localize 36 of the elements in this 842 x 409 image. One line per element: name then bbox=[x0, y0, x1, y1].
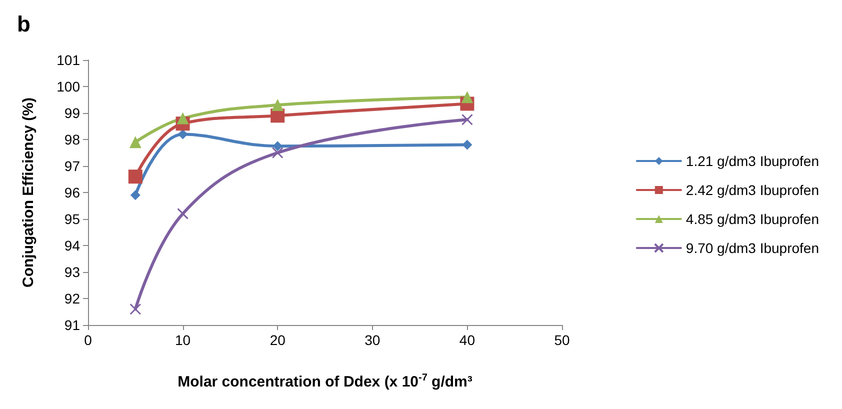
y-tick-label: 96 bbox=[64, 184, 80, 200]
point bbox=[272, 147, 284, 158]
y-tick-label: 97 bbox=[64, 158, 80, 174]
x-tick-label: 0 bbox=[84, 332, 92, 348]
x-tick-label: 20 bbox=[270, 332, 286, 348]
point bbox=[129, 136, 142, 148]
y-axis-title: Conjugation Efficiency (%) bbox=[20, 97, 37, 288]
point bbox=[130, 303, 142, 315]
point bbox=[177, 208, 189, 220]
point bbox=[128, 170, 142, 184]
y-tick-label: 99 bbox=[64, 105, 80, 121]
legend-label: 4.85 g/dm3 Ibuprofen bbox=[686, 211, 820, 227]
y-tick-label: 95 bbox=[64, 211, 80, 227]
y-tick-label: 92 bbox=[64, 290, 80, 306]
x-tick-label: 50 bbox=[554, 332, 570, 348]
x-tick-label: 30 bbox=[364, 332, 380, 348]
legend-label: 2.42 g/dm3 Ibuprofen bbox=[686, 182, 820, 198]
y-tick-label: 98 bbox=[64, 132, 80, 148]
x-tick-label: 40 bbox=[459, 332, 476, 348]
point bbox=[462, 140, 472, 150]
y-tick-label: 100 bbox=[56, 78, 80, 94]
point bbox=[178, 129, 188, 140]
point bbox=[272, 141, 283, 152]
point bbox=[176, 112, 189, 124]
y-tick-label: 94 bbox=[64, 238, 80, 254]
legend-label: 1.21 g/dm3 Ibuprofen bbox=[686, 153, 820, 169]
y-tick-label: 91 bbox=[64, 317, 80, 333]
point bbox=[130, 190, 140, 200]
chart-title: b bbox=[17, 12, 30, 36]
y-tick-label: 101 bbox=[56, 52, 80, 68]
point bbox=[461, 91, 474, 104]
legend-label: 9.70 g/dm3 Ibuprofen bbox=[686, 240, 820, 256]
point bbox=[272, 99, 284, 112]
point bbox=[461, 114, 473, 126]
y-tick-label: 93 bbox=[64, 264, 80, 280]
x-tick-label: 10 bbox=[175, 332, 191, 348]
